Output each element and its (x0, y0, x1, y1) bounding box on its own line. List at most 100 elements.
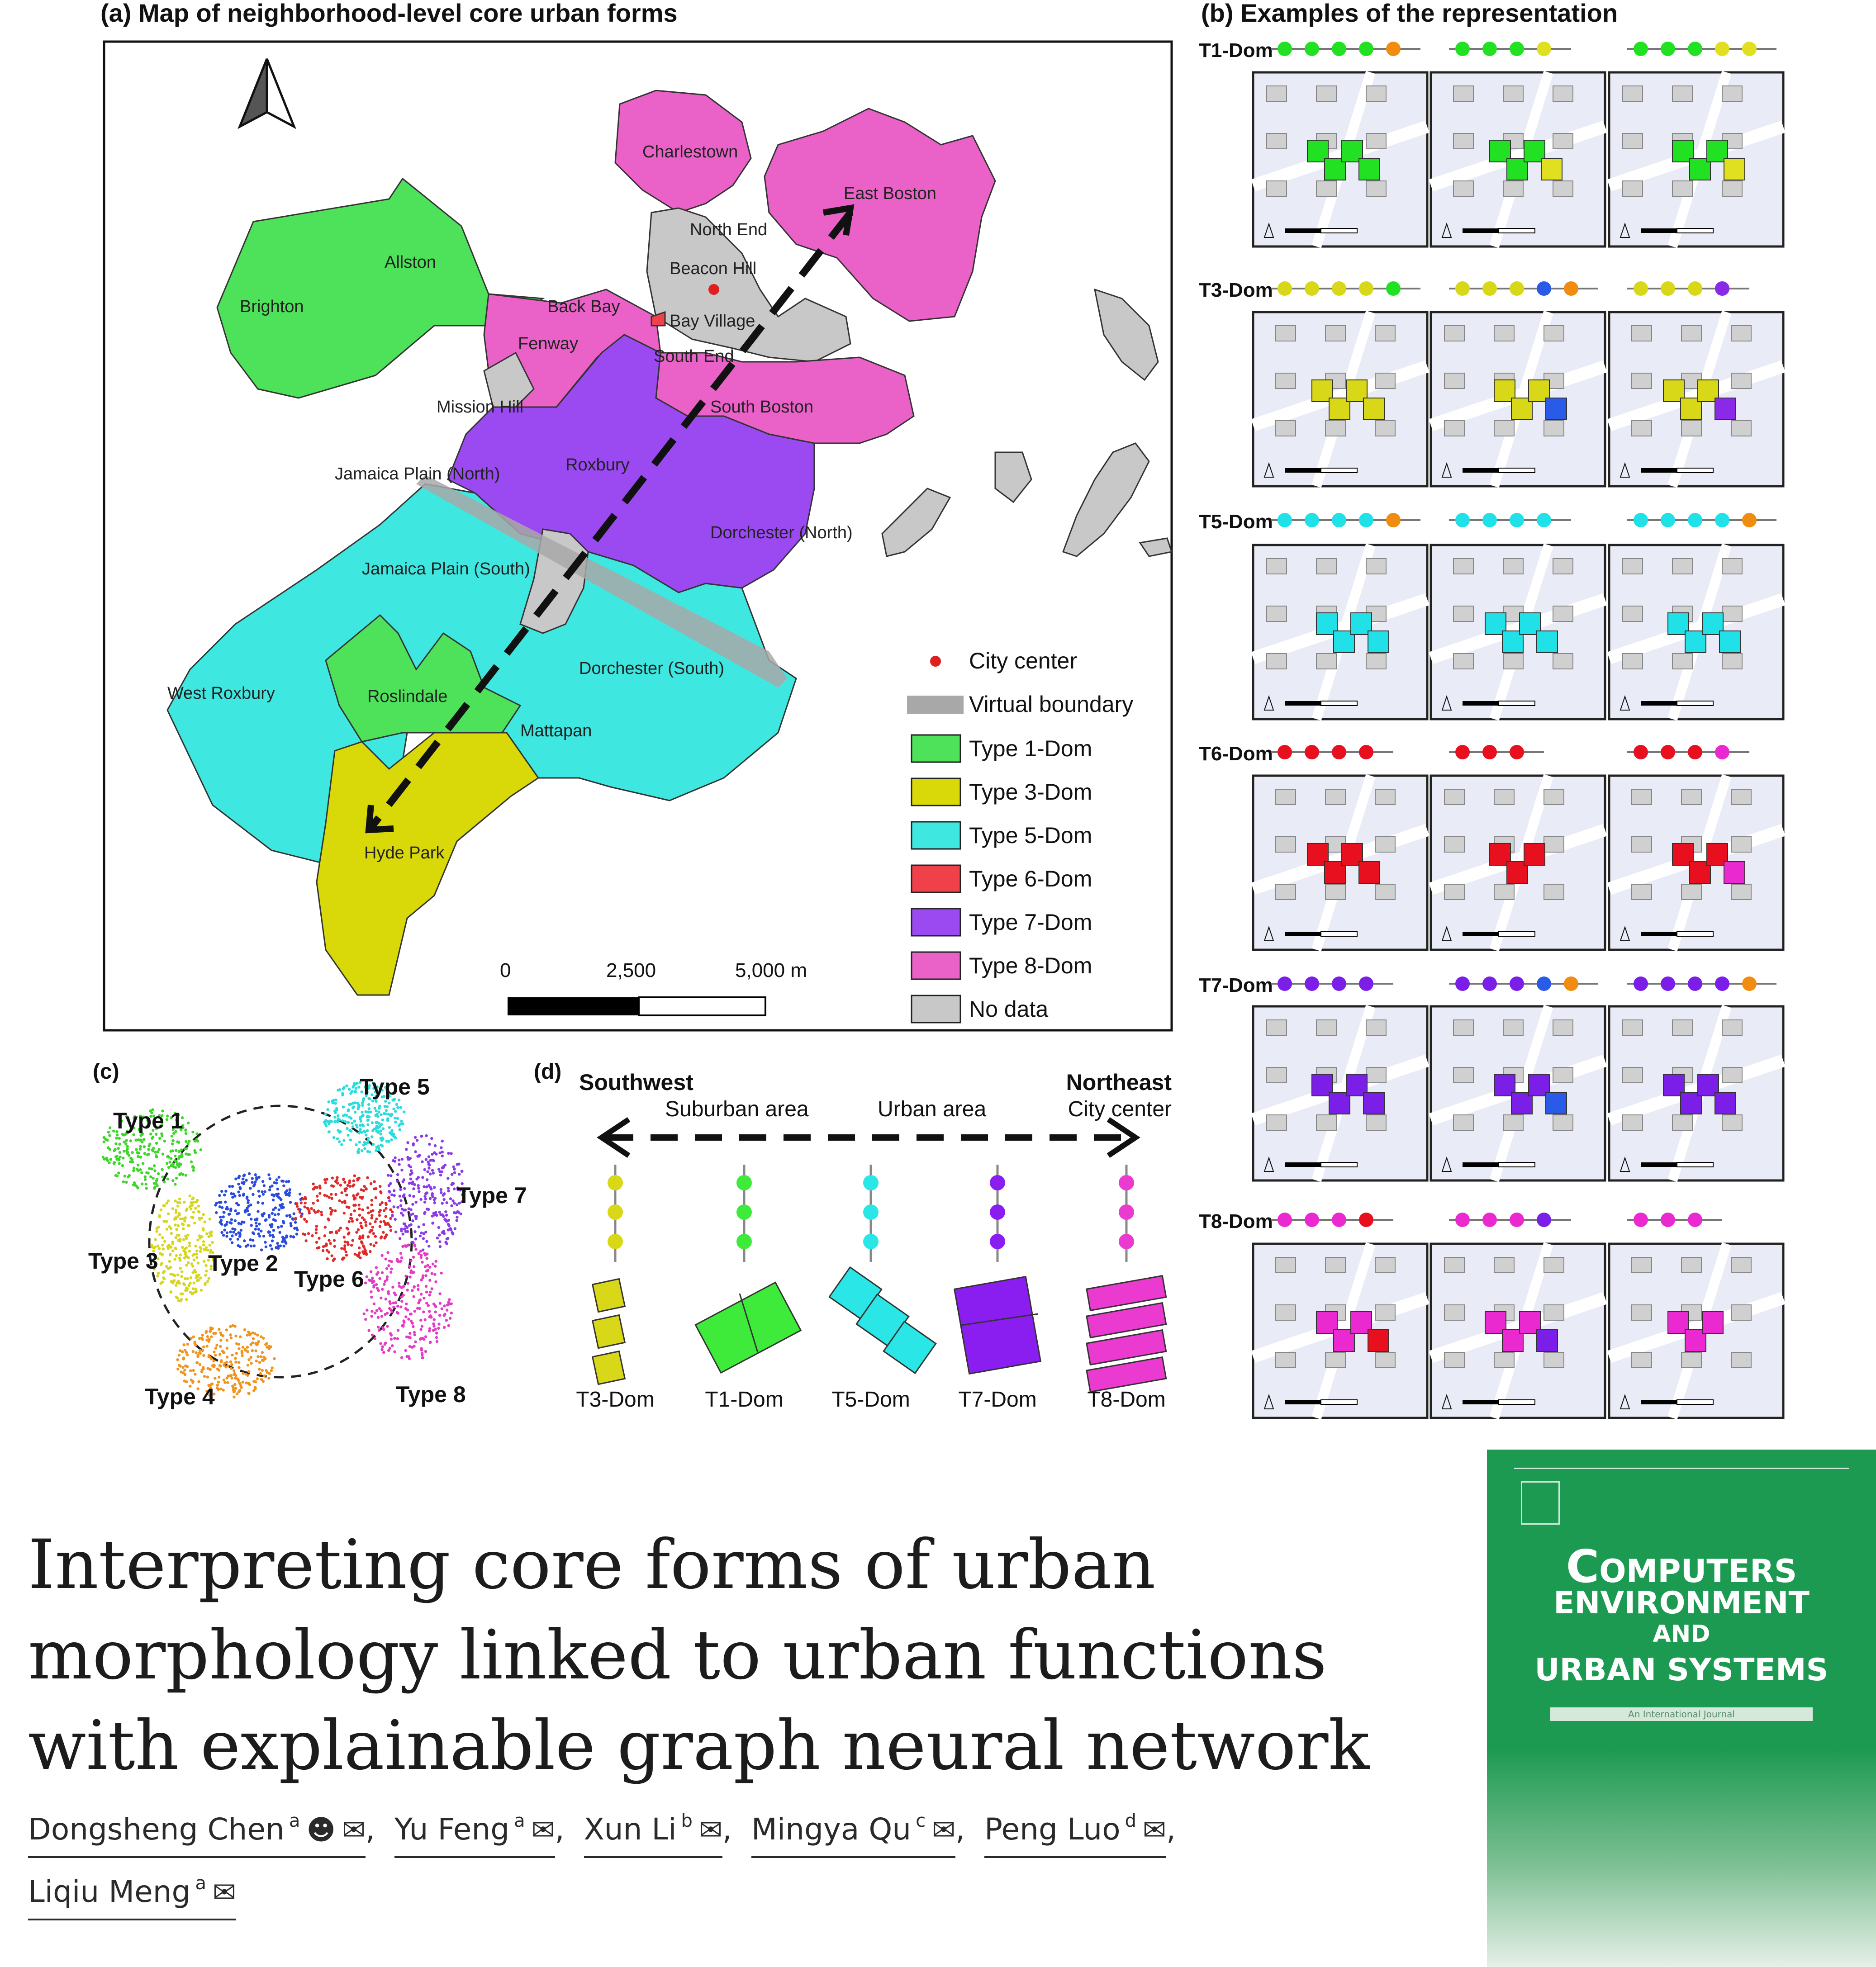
cluster-point (209, 1251, 212, 1254)
cluster-point (202, 1260, 206, 1263)
graph-node-dot (1688, 281, 1702, 296)
cluster-point (423, 1265, 427, 1268)
cluster-point (109, 1158, 113, 1161)
cover-title-line3: and (1653, 1621, 1710, 1648)
cluster-point (425, 1134, 428, 1138)
svg-text:Type 6-Dom: Type 6-Dom (969, 866, 1092, 891)
cluster-point (400, 1168, 404, 1172)
cluster-point (401, 1180, 405, 1183)
cluster-point (114, 1142, 118, 1146)
cluster-point (199, 1289, 203, 1292)
cluster-point (426, 1264, 429, 1267)
cluster-point (229, 1222, 233, 1225)
cluster-point (430, 1287, 434, 1290)
cluster-point (424, 1230, 427, 1234)
cluster-point (155, 1127, 158, 1130)
gray-building (1553, 85, 1573, 102)
cluster-point (289, 1235, 292, 1238)
author-list: Dongsheng Chen a ☻ ✉, Yu Feng a ✉, Xun Li b ✉, … (28, 1796, 1453, 1920)
publisher-logo-icon (1521, 1481, 1560, 1525)
graph-node-dot (1661, 513, 1675, 527)
cluster-point (396, 1180, 399, 1183)
cluster-point (180, 1128, 183, 1132)
cluster-point (129, 1157, 133, 1160)
cluster-point (394, 1120, 397, 1124)
cluster-point (395, 1103, 399, 1106)
cluster-point (122, 1180, 125, 1184)
gray-building (1622, 180, 1643, 197)
cluster-point (422, 1237, 425, 1240)
svg-text:No data: No data (969, 996, 1048, 1022)
cluster-point (163, 1180, 166, 1184)
author-link[interactable]: Xun Li b ✉ (584, 1796, 722, 1858)
cluster-point (249, 1356, 252, 1359)
cluster-point (190, 1262, 193, 1266)
author-link[interactable]: Mingya Qu c ✉ (751, 1796, 956, 1858)
cluster-point (380, 1254, 384, 1257)
cluster-point (229, 1237, 232, 1241)
gray-building (1366, 180, 1387, 197)
cluster-point (356, 1178, 359, 1182)
cluster-point (177, 1353, 181, 1357)
cluster-point (178, 1240, 182, 1243)
cluster-point (451, 1182, 455, 1185)
cluster-point (161, 1175, 164, 1179)
cluster-point (270, 1225, 273, 1228)
cluster-point (180, 1298, 183, 1301)
author-link[interactable]: Dongsheng Chen a ☻ ✉ (28, 1796, 366, 1858)
cluster-point (278, 1204, 282, 1207)
cluster-point (134, 1138, 138, 1142)
cluster-point (418, 1298, 422, 1302)
tile-scale-bar (1285, 701, 1321, 706)
cluster-point (332, 1136, 336, 1139)
cluster-point (167, 1166, 171, 1169)
cluster-point (107, 1131, 110, 1134)
cluster-point (192, 1169, 195, 1172)
cluster-point (157, 1148, 161, 1151)
cluster-point (399, 1260, 402, 1263)
tile-scale-bar (1641, 932, 1677, 936)
cluster-label: Type 2 (208, 1251, 278, 1276)
cluster-point (191, 1130, 195, 1134)
cluster-point (411, 1203, 414, 1206)
cluster-point (427, 1304, 430, 1307)
cluster-point (157, 1247, 161, 1250)
cluster-point (254, 1221, 258, 1225)
cluster-point (275, 1246, 278, 1249)
cluster-point (399, 1123, 402, 1126)
cluster-point (118, 1158, 121, 1161)
cluster-point (317, 1209, 320, 1213)
cluster-point (174, 1216, 177, 1219)
graph-node-dot (1332, 1213, 1346, 1227)
cluster-point (399, 1199, 403, 1202)
cluster-point (202, 1240, 205, 1243)
author-link[interactable]: Peng Luo d ✉ (984, 1796, 1166, 1858)
cluster-point (385, 1207, 388, 1210)
cluster-point (171, 1249, 175, 1252)
svg-text:5,000 m: 5,000 m (735, 959, 807, 981)
author-link[interactable]: Liqiu Meng a ✉ (28, 1858, 236, 1920)
journal-cover[interactable]: Computers Environment and Urban Systems … (1487, 1450, 1876, 1967)
cluster-point (181, 1246, 184, 1249)
cluster-point (305, 1220, 309, 1223)
author-link[interactable]: Yu Feng a ✉ (394, 1796, 555, 1858)
region-charlestown (614, 90, 752, 213)
cluster-point (378, 1307, 381, 1310)
cluster-point (120, 1119, 123, 1123)
cluster-point (424, 1284, 428, 1288)
cluster-point (287, 1180, 290, 1183)
graph-node-dot (1715, 42, 1729, 56)
cluster-point (115, 1130, 119, 1133)
cluster-point (202, 1248, 206, 1251)
cluster-point (236, 1237, 240, 1241)
cluster-point (345, 1205, 349, 1209)
cluster-point (181, 1217, 184, 1221)
cluster-point (324, 1124, 328, 1128)
cluster-point (423, 1318, 427, 1322)
graph-node-dot (608, 1204, 623, 1220)
cluster-point (163, 1240, 166, 1243)
cluster-point (442, 1198, 446, 1201)
cluster-point (152, 1128, 155, 1132)
cluster-point (267, 1173, 271, 1176)
cluster-point (234, 1232, 237, 1236)
